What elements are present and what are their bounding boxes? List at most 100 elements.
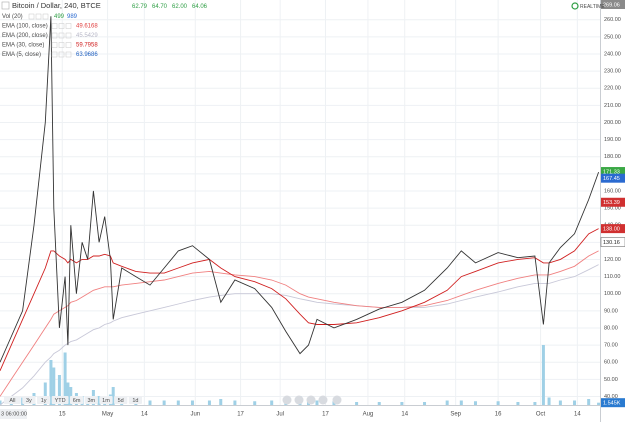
range-button-label[interactable]: 3m [87,398,95,404]
range-button[interactable] [99,396,113,404]
y-tick-label: 110.00 [604,274,620,280]
price-badge-label: 167.45 [603,176,620,182]
volume-bar [233,400,237,405]
legend-icon[interactable] [58,23,65,29]
nav-buttons [282,395,342,405]
realtime-icon [571,2,579,10]
price-badge-label: 171.33 [603,169,620,175]
legend-icon[interactable] [65,51,72,58]
volume-bar [597,402,601,405]
ema-line [0,264,599,406]
legend-icon[interactable] [58,32,65,39]
volume-bar [516,402,520,405]
y-tick-label: 210.00 [604,103,621,109]
legend: Bitcoin / Dollar, 240, BTCE 62.79 64.70 62.… [1,1,208,58]
volume-bar [573,400,577,405]
nav-button[interactable] [318,395,328,405]
x-tick-label: 14 [401,412,408,418]
price-badge [601,173,625,183]
x-tick-label: Oct [536,412,546,418]
range-button-label[interactable]: 3y [26,398,32,404]
crosshair-label-bg [0,409,27,419]
volume-bar [0,400,2,405]
range-button-label[interactable]: 1m [102,398,110,404]
volume-bar [558,400,562,405]
volume-bar [52,367,56,405]
ohlc-value: 64.06 [192,4,208,10]
ohlc-value: 62.00 [172,4,188,10]
volume-bar [547,397,551,405]
x-tick-label: 17 [237,412,244,418]
nav-button[interactable] [332,395,342,405]
nav-button[interactable] [306,395,316,405]
y-tick-label: 180.00 [604,154,621,160]
range-button[interactable] [51,396,69,404]
legend-icon[interactable] [42,13,49,20]
legend-value: 63.9686 [76,52,98,58]
volume-bar [111,387,115,405]
volume-bar [400,402,404,405]
y-tick-label: 90.00 [604,308,618,314]
volume-bar [315,400,319,405]
y-tick-label: 250.00 [604,34,621,40]
legend-value: 989 [67,14,78,20]
range-button[interactable] [128,396,142,404]
range-button-label[interactable]: All [9,398,15,404]
range-button[interactable] [114,396,128,404]
legend-icon[interactable] [58,42,65,48]
range-button-label[interactable]: 1d [132,398,138,404]
legend-icon[interactable] [28,13,35,20]
volume-bar [66,382,70,405]
nav-button[interactable] [282,395,292,405]
range-button-label[interactable]: 5d [118,398,124,404]
y-tick-label: 190.00 [604,137,621,143]
legend-icon[interactable] [51,51,58,58]
nav-button[interactable] [294,395,304,405]
range-button[interactable] [4,396,21,404]
volume-bar [541,345,545,405]
legend-icon[interactable] [35,13,42,20]
volume-bar [49,360,53,405]
volume-bar [587,399,591,405]
symbol-icon [1,1,10,10]
price-badge [600,237,625,247]
range-button[interactable] [70,396,84,404]
range-button[interactable] [84,396,98,404]
range-button-label[interactable]: 6m [73,398,81,404]
range-button[interactable] [37,396,51,404]
volume-bar [459,400,463,405]
volume-bar [162,400,166,405]
chart-title: Bitcoin / Dollar, 240, BTCE [12,1,101,10]
legend-icon[interactable] [51,23,58,29]
range-button-label[interactable]: YTD [55,398,66,404]
legend-name: Vol (20) [2,14,23,20]
volume-bar [473,401,477,405]
x-tick-label: 14 [574,412,581,418]
range-button[interactable] [22,396,36,404]
legend-value: 499 [54,14,65,20]
price-badge [601,197,625,207]
y-tick-label: 220.00 [604,86,621,92]
price-badge-label: 269.06 [603,2,620,8]
volume-bar [496,401,500,405]
legend-icon[interactable] [58,51,65,58]
volume-badge-label: 1.545K [603,400,621,406]
volume-bar [219,399,223,405]
volume-bar [377,402,381,405]
legend-icon[interactable] [65,42,72,48]
line-layer [0,16,600,406]
legend-icon[interactable] [65,23,72,29]
volume-bar [190,400,194,405]
price-line [0,16,600,363]
price-badge [601,167,625,177]
volume-bar [533,402,537,405]
y-tick-label: 60.00 [604,360,618,366]
x-tick-label: May [102,412,113,418]
range-button-label[interactable]: 1y [41,398,47,404]
x-tick-label: 17 [322,412,329,418]
legend-icon[interactable] [51,32,58,39]
legend-icon[interactable] [51,42,58,48]
legend-icon[interactable] [65,32,72,39]
y-tick-label: 40.00 [604,394,618,400]
